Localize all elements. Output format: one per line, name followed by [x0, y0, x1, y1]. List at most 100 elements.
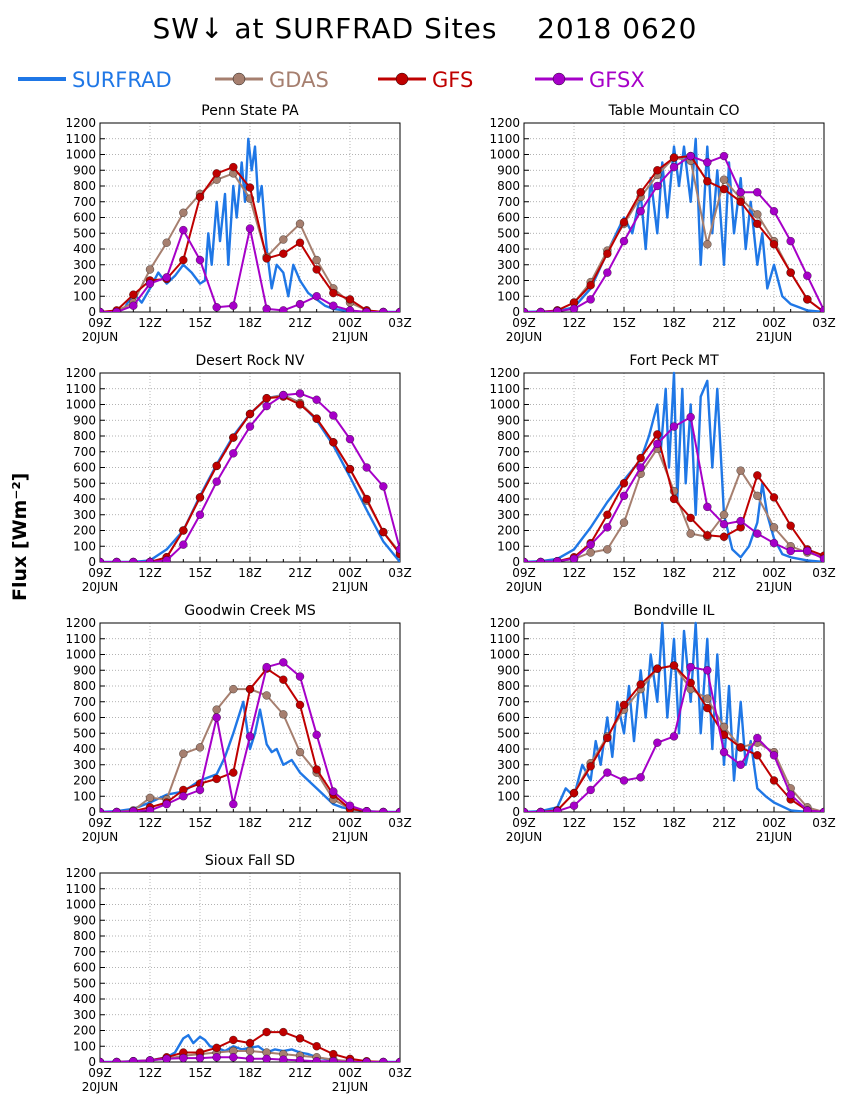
data-point-gfsx	[312, 1057, 321, 1062]
data-point-gfs	[295, 400, 305, 409]
series-gfsx	[100, 658, 400, 812]
series-gfsx	[524, 412, 824, 562]
y-tick-label: 200	[73, 274, 96, 288]
x-tick-label: 03Z	[388, 316, 412, 330]
x-tick-label: 21Z	[288, 1066, 312, 1080]
y-tick-label: 400	[73, 242, 96, 256]
y-tick-label: 700	[497, 195, 520, 209]
data-point-gfs	[569, 788, 579, 798]
x-tick-label: 18Z	[238, 816, 262, 830]
x-tick-label: 21Z	[288, 816, 312, 830]
series-gfsx	[100, 224, 400, 312]
y-tick-label: 1100	[65, 882, 96, 896]
data-point-gdas	[586, 548, 595, 557]
data-point-gdas	[229, 685, 238, 694]
y-tick-label: 100	[497, 289, 520, 303]
data-point-gfsx	[719, 151, 729, 161]
data-point-gfsx	[362, 463, 371, 472]
y-tick-label: 200	[497, 774, 520, 788]
data-point-gfsx	[395, 545, 400, 554]
data-point-gfs	[262, 394, 271, 403]
data-point-gfsx	[803, 806, 812, 812]
chart-title: Goodwin Creek MS	[184, 603, 316, 619]
y-tick-label: 600	[73, 461, 96, 475]
data-point-gfsx	[703, 666, 712, 675]
data-point-gfs	[719, 184, 729, 194]
series-gfsx	[524, 151, 824, 312]
data-point-gdas	[736, 466, 745, 475]
data-point-gfs	[619, 479, 629, 488]
data-point-gdas	[195, 743, 205, 752]
x-date-label: 21JUN	[756, 330, 793, 344]
chart-panel-1: Table Mountain CO01002003004005006007008…	[489, 103, 835, 344]
y-tick-label: 200	[73, 1024, 96, 1038]
data-point-gdas	[279, 235, 288, 244]
y-tick-label: 600	[73, 211, 96, 225]
data-point-gfs	[619, 700, 629, 710]
data-point-gfs	[295, 1034, 305, 1043]
data-point-gfsx	[619, 236, 629, 246]
x-tick-label: 03Z	[388, 1066, 412, 1080]
legend-item-gfsx: GFSX	[535, 68, 645, 92]
grid	[100, 873, 400, 1062]
data-point-gfs	[786, 268, 795, 277]
legend-item-gdas: GDAS	[215, 68, 329, 92]
data-point-gdas	[703, 240, 712, 249]
y-tick-label: 400	[73, 492, 96, 506]
data-point-gfs	[669, 153, 679, 162]
data-point-gfsx	[395, 307, 400, 312]
y-tick-label: 100	[73, 1039, 96, 1053]
data-point-gdas	[245, 1046, 255, 1056]
legend-label: GFSX	[589, 68, 645, 92]
y-tick-label: 1200	[489, 616, 520, 630]
data-point-gfs	[245, 183, 255, 192]
y-tick-label: 300	[73, 258, 96, 272]
data-point-gfs	[803, 295, 812, 304]
data-point-gfsx	[279, 306, 288, 312]
data-point-gfsx	[195, 255, 205, 265]
y-tick-label: 100	[73, 539, 96, 553]
data-point-gfs	[312, 414, 321, 423]
data-point-gfs	[245, 685, 255, 694]
data-point-gfs	[229, 768, 238, 777]
data-point-gfsx	[329, 787, 338, 796]
data-point-gfsx	[769, 751, 779, 760]
data-point-gfsx	[619, 491, 629, 501]
data-point-gfsx	[162, 556, 171, 562]
data-point-gdas	[295, 219, 305, 228]
data-point-gfsx	[653, 181, 662, 191]
x-tick-label: 09Z	[512, 316, 536, 330]
data-point-gfsx	[295, 389, 305, 398]
data-point-gfsx	[379, 307, 388, 312]
data-point-gfs	[619, 218, 629, 227]
data-point-gfsx	[686, 662, 695, 672]
x-tick-label: 00Z	[762, 816, 786, 830]
x-date-label: 21JUN	[332, 1080, 369, 1094]
x-tick-label: 09Z	[512, 816, 536, 830]
y-tick-label: 400	[497, 742, 520, 756]
data-point-gfs	[312, 1042, 321, 1051]
x-date-label: 20JUN	[506, 830, 543, 844]
y-tick-label: 900	[497, 663, 520, 677]
y-tick-label: 600	[497, 711, 520, 725]
data-point-gfs	[279, 1027, 288, 1037]
x-tick-label: 18Z	[662, 316, 686, 330]
data-point-gfsx	[753, 733, 762, 743]
data-point-gfsx	[603, 768, 612, 777]
data-point-gfs	[703, 531, 712, 540]
data-point-gfsx	[295, 672, 305, 681]
data-point-gfs	[636, 453, 645, 463]
data-point-gfsx	[212, 303, 221, 312]
y-tick-label: 100	[73, 789, 96, 803]
y-tick-label: 500	[497, 476, 520, 490]
x-date-label: 20JUN	[506, 580, 543, 594]
data-point-gfsx	[362, 1057, 371, 1062]
x-tick-label: 00Z	[338, 566, 362, 580]
data-point-gfsx	[229, 799, 238, 809]
x-tick-label: 03Z	[388, 816, 412, 830]
data-point-gfsx	[262, 401, 271, 411]
data-point-gfsx	[179, 225, 188, 235]
data-point-gfs	[179, 255, 188, 265]
y-tick-label: 300	[497, 258, 520, 272]
